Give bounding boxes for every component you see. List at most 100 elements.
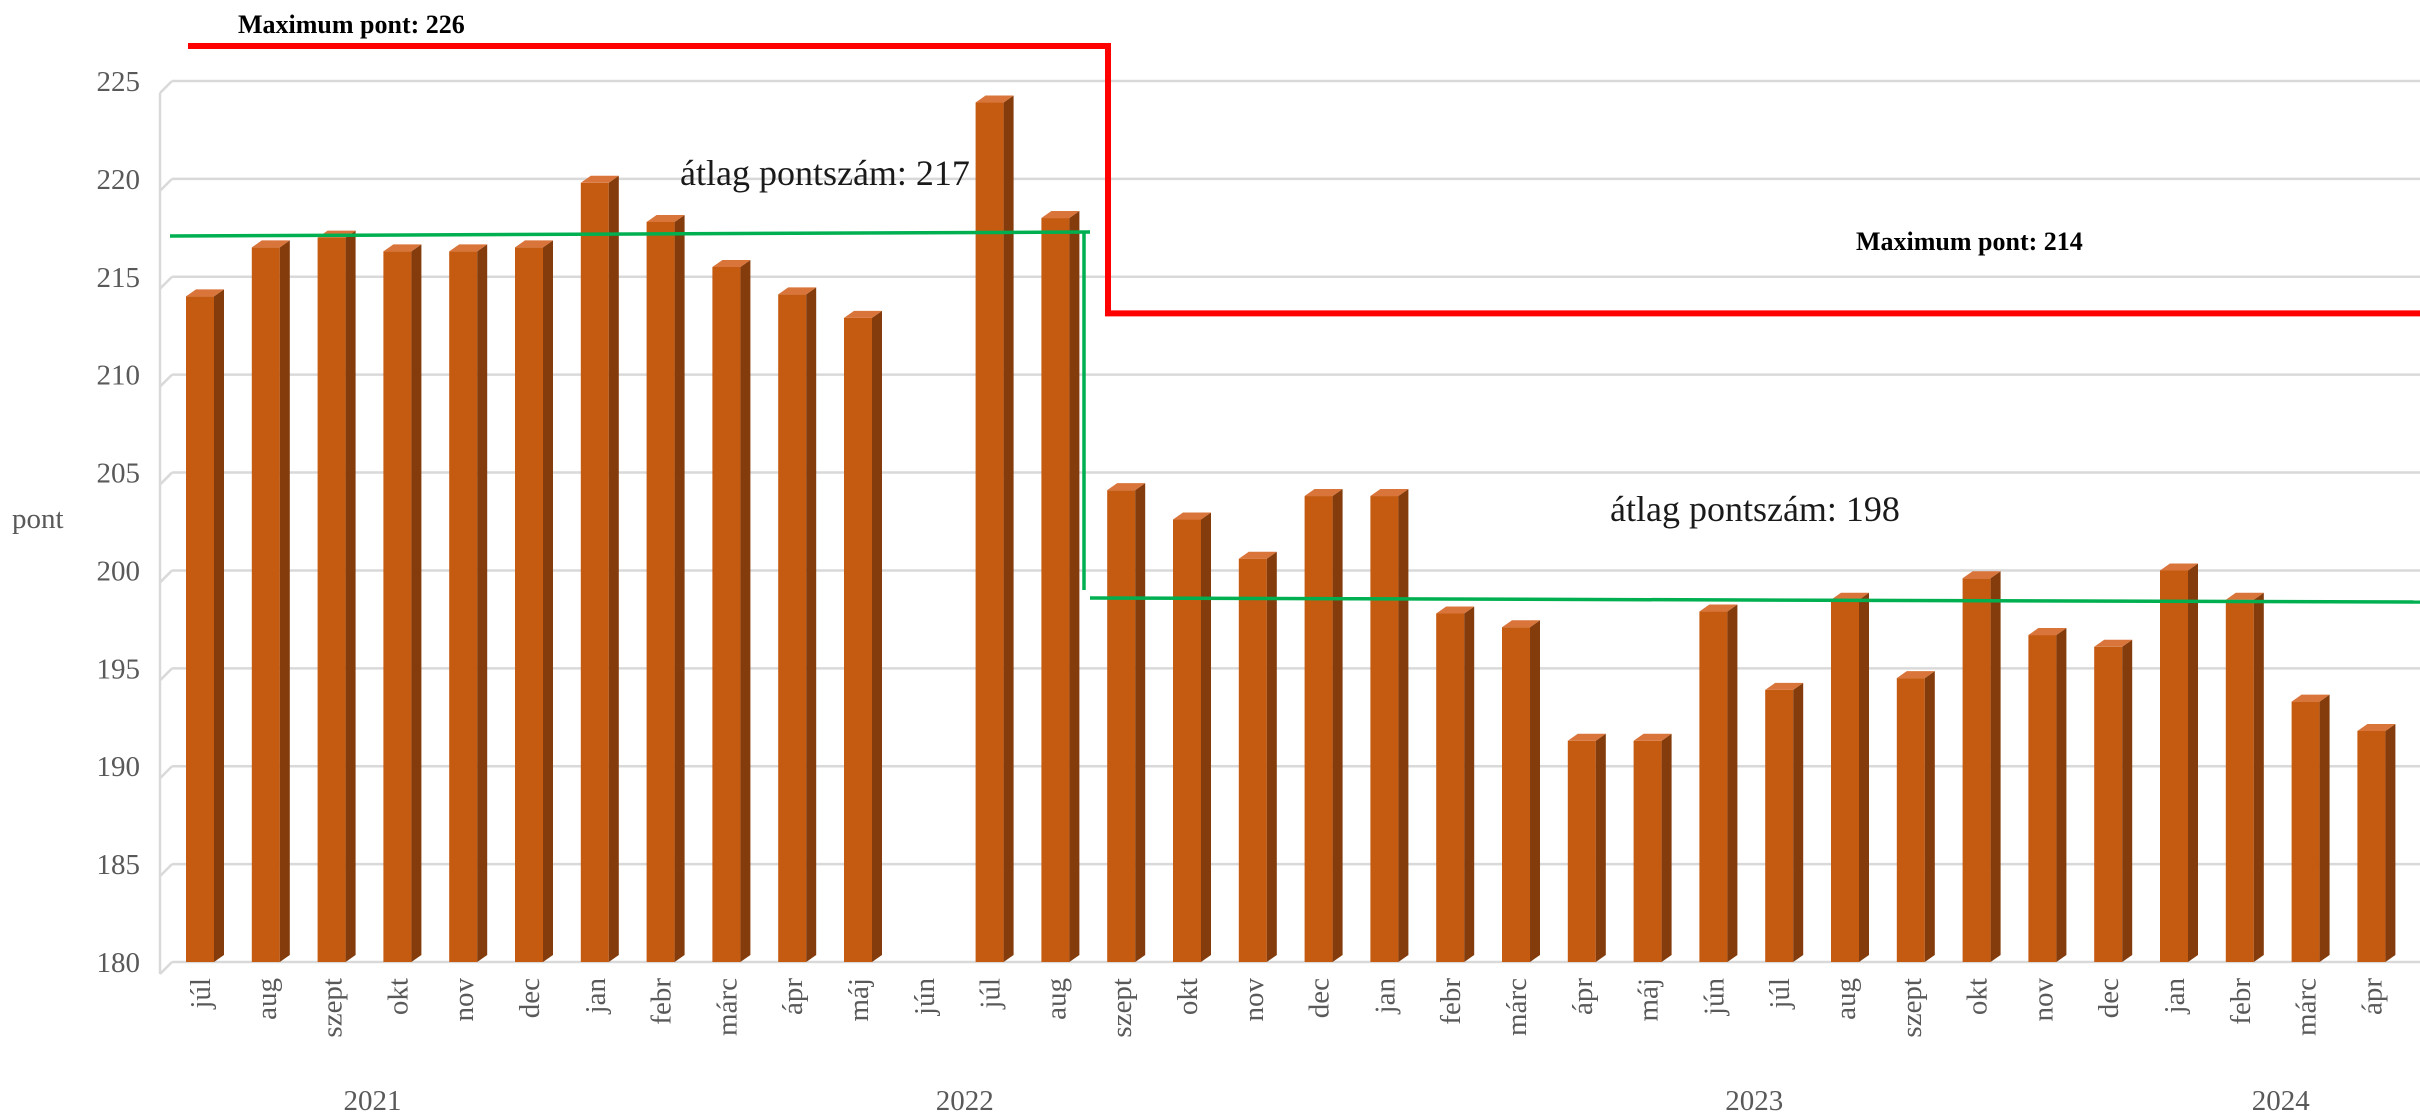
bar-6 xyxy=(580,175,619,962)
bar-front-5 xyxy=(515,247,543,962)
gridline-edge-225 xyxy=(159,80,173,94)
x-tick-label-5: dec xyxy=(514,978,546,1018)
x-tick-label-28: nov xyxy=(2027,978,2059,1022)
bar-2 xyxy=(317,230,356,963)
bar-front-12 xyxy=(975,102,1004,963)
x-tick-label-25: aug xyxy=(1830,978,1862,1020)
gridline-edge-185 xyxy=(159,863,173,877)
bar-0 xyxy=(186,289,224,962)
x-tick-label-31: febr xyxy=(2225,978,2257,1025)
bar-front-29 xyxy=(2094,646,2123,962)
bar-19 xyxy=(1436,606,1475,962)
bar-side-24 xyxy=(1793,682,1804,962)
bar-28 xyxy=(2028,628,2067,962)
bar-24 xyxy=(1765,682,1804,962)
bar-top-13 xyxy=(1041,211,1080,219)
gridline-edge-180 xyxy=(159,961,173,975)
bar-top-4 xyxy=(449,244,488,252)
bar-13 xyxy=(1041,211,1080,963)
x-tick-label-24: júl xyxy=(1764,978,1796,1010)
bar-side-8 xyxy=(740,259,751,962)
bar-31 xyxy=(2225,592,2264,962)
bar-17 xyxy=(1304,489,1343,962)
bar-front-33 xyxy=(2357,730,2386,962)
bar-side-19 xyxy=(1464,606,1475,962)
bar-side-20 xyxy=(1530,620,1540,962)
bar-side-9 xyxy=(806,287,817,962)
bar-front-28 xyxy=(2028,635,2057,962)
x-tick-label-1: aug xyxy=(251,978,283,1020)
bar-18 xyxy=(1370,489,1409,962)
bar-9 xyxy=(778,287,817,962)
y-tick-label-195: 195 xyxy=(97,653,141,685)
bar-21 xyxy=(1567,733,1606,962)
gridline-edge-195 xyxy=(159,667,173,682)
y-tick-label-220: 220 xyxy=(97,164,141,196)
bar-27 xyxy=(1962,571,2001,962)
bar-1 xyxy=(251,240,290,962)
bar-front-23 xyxy=(1699,611,1728,962)
x-tick-label-27: okt xyxy=(1962,978,1994,1015)
y-axis-ticks: 180 185 190 195 200 205 210 215 220 225 xyxy=(97,66,141,979)
bar-side-25 xyxy=(1859,592,1869,962)
bar-top-19 xyxy=(1436,606,1475,614)
bar-front-24 xyxy=(1765,689,1794,962)
bar-side-28 xyxy=(2056,628,2067,962)
x-tick-label-32: márc xyxy=(2291,978,2323,1036)
bar-side-4 xyxy=(477,244,488,962)
bar-front-30 xyxy=(2160,570,2188,962)
bar-side-29 xyxy=(2122,639,2133,962)
bar-front-3 xyxy=(383,251,412,962)
bar-8 xyxy=(712,259,751,962)
bar-top-8 xyxy=(712,259,751,267)
x-tick-label-16: nov xyxy=(1238,978,1270,1022)
bar-23 xyxy=(1699,604,1738,962)
bar-top-29 xyxy=(2094,639,2133,647)
year-labels: 2021 2022 2023 2024 xyxy=(344,1085,2311,1116)
x-tick-label-23: jún xyxy=(1698,978,1730,1017)
bar-top-15 xyxy=(1173,512,1211,520)
bar-front-7 xyxy=(646,221,675,962)
y-tick-label-180: 180 xyxy=(97,947,141,979)
bar-side-14 xyxy=(1135,483,1146,962)
gridlines xyxy=(158,79,2420,975)
bar-side-22 xyxy=(1661,733,1672,962)
bar-front-13 xyxy=(1041,218,1070,963)
bar-front-32 xyxy=(2291,701,2320,962)
avg-label-first-period: átlag pontszám: 217 xyxy=(680,153,970,193)
avg-line-second-period xyxy=(1089,596,2420,604)
max-label-first-period: Maximum pont: 226 xyxy=(238,10,465,39)
reference-lines xyxy=(169,43,2420,604)
bar-top-6 xyxy=(580,175,619,183)
bar-top-5 xyxy=(515,240,553,248)
bar-top-1 xyxy=(251,240,290,248)
bar-top-30 xyxy=(2160,563,2198,571)
x-tick-label-20: márc xyxy=(1501,978,1533,1036)
bar-top-0 xyxy=(186,289,224,297)
x-tick-label-33: ápr xyxy=(2356,978,2388,1015)
gridline-edge-200 xyxy=(159,569,173,584)
bar-front-2 xyxy=(317,237,346,963)
bar-front-22 xyxy=(1633,740,1662,962)
bar-front-17 xyxy=(1304,496,1333,962)
avg-line-first-period xyxy=(169,230,1091,238)
bar-side-32 xyxy=(2319,694,2330,962)
bar-side-23 xyxy=(1727,604,1738,962)
bar-top-10 xyxy=(844,310,882,318)
x-tick-label-6: jan xyxy=(580,978,612,1015)
y-tick-label-185: 185 xyxy=(97,849,141,881)
bar-front-18 xyxy=(1370,496,1399,962)
y-tick-label-200: 200 xyxy=(97,555,141,587)
x-tick-label-9: ápr xyxy=(777,978,809,1015)
bar-front-14 xyxy=(1107,490,1136,962)
y-tick-label-190: 190 xyxy=(97,751,141,783)
bar-front-10 xyxy=(844,317,872,962)
bar-30 xyxy=(2160,563,2198,962)
x-tick-label-12: júl xyxy=(975,978,1007,1010)
bar-top-24 xyxy=(1765,682,1804,690)
bar-front-19 xyxy=(1436,613,1465,962)
bars xyxy=(186,95,2396,963)
x-tick-label-8: márc xyxy=(711,978,743,1036)
y-tick-label-210: 210 xyxy=(97,360,141,392)
x-tick-label-7: febr xyxy=(646,978,678,1025)
